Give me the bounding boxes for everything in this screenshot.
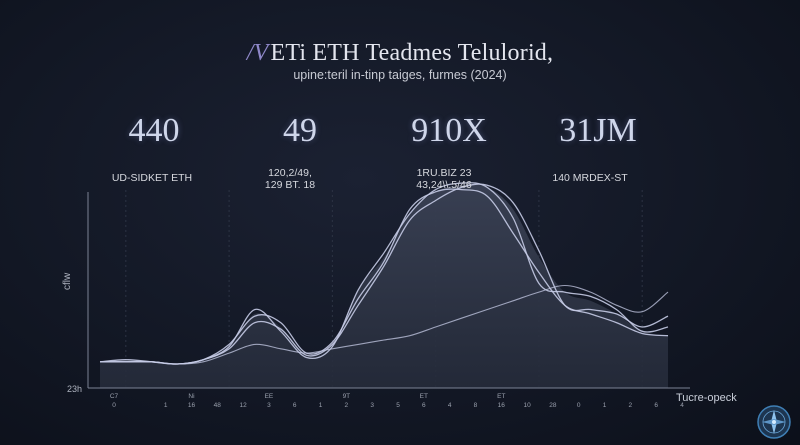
x-tick-label: 6 <box>654 402 658 409</box>
compass-icon <box>757 405 791 439</box>
x-tick-label: 3 <box>370 402 374 409</box>
x-tick-label: 6 <box>422 402 426 409</box>
stat-label-line: UD-SIDKET ETH <box>111 172 193 184</box>
stat-label-line: 120,2/49, <box>268 167 312 179</box>
stat-value: 49 <box>283 112 317 149</box>
y-axis-label: cflw <box>62 272 73 290</box>
x-tick-label: 8 <box>474 402 478 409</box>
title-text: ETi ETH Teadmes Telulorid, <box>270 40 554 66</box>
x-tick-label: 9T <box>343 393 351 400</box>
x-tick-label: 10 <box>523 402 531 409</box>
stat-label: 140 MRDEX-ST <box>500 172 680 184</box>
y-axis-min-label: 23h <box>67 384 83 394</box>
stat-label-line: 1RU.BIZ 23 <box>416 167 472 179</box>
area-fill <box>100 184 668 388</box>
x-tick-label: 2 <box>629 402 633 409</box>
stat-value: 910X <box>411 112 487 149</box>
x-tick-label: C7 <box>110 393 119 400</box>
x-tick-label: 0 <box>577 402 581 409</box>
x-tick-label: 1 <box>164 402 168 409</box>
stat-label-line: 140 MRDEX-ST <box>552 172 628 184</box>
x-tick-label: 6 <box>293 402 297 409</box>
x-tick-label: 1 <box>319 402 323 409</box>
x-tick-label: ET <box>420 393 428 400</box>
x-tick-label: 5 <box>396 402 400 409</box>
x-tick-label: 48 <box>214 402 222 409</box>
x-tick-label: 3 <box>267 402 271 409</box>
series-line <box>99 183 669 365</box>
stat-label: UD-SIDKET ETH <box>62 172 242 184</box>
x-tick-label: 4 <box>680 402 684 409</box>
brand-label: Tucre-opeck <box>676 392 737 404</box>
chart-subtitle: upine:teril in-tinp taiges, furmes (2024… <box>293 68 507 82</box>
x-tick-label: Ni <box>188 393 194 400</box>
chart-title: /VETi ETH Teadmes Telulorid, <box>0 40 800 67</box>
x-tick-label: 1 <box>603 402 607 409</box>
x-tick-label: 16 <box>188 402 196 409</box>
stat-label: 1RU.BIZ 23 43,24\\.5/46 <box>354 167 534 191</box>
series-line <box>99 284 669 365</box>
x-tick-label: 16 <box>498 402 506 409</box>
x-tick-label: ET <box>497 393 505 400</box>
stat-label-line: 129 BT. 18 <box>264 179 316 191</box>
x-tick-label: 4 <box>448 402 452 409</box>
x-tick-label: 2 <box>345 402 349 409</box>
stat-label: 120,2/49, 129 BT. 18 <box>200 167 380 191</box>
stat-label-line: 43,24\\.5/46 <box>416 179 472 191</box>
title-mark: /V <box>246 40 269 66</box>
stat-value: 440 <box>128 112 180 149</box>
stat-value: 31JM <box>559 112 637 149</box>
x-tick-label: EE <box>265 393 274 400</box>
x-tick-label: 12 <box>239 402 247 409</box>
x-tick-label: 28 <box>549 402 557 409</box>
x-tick-label: 0 <box>112 402 116 409</box>
